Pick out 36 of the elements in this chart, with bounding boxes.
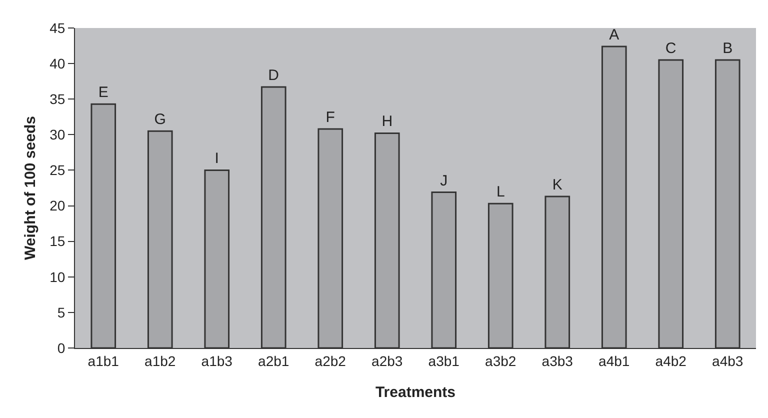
x-tick-label: a4b3 <box>712 352 744 369</box>
data-label: F <box>326 108 335 126</box>
x-tick-label: a1b3 <box>201 352 233 369</box>
y-tick-label: 15 <box>50 233 66 250</box>
data-label: J <box>440 172 448 190</box>
y-tick-label: 5 <box>57 304 66 320</box>
data-label: A <box>609 26 620 44</box>
x-tick-label: a3b2 <box>485 352 516 369</box>
data-label: L <box>496 184 505 201</box>
x-tick-label: a2b1 <box>258 352 290 369</box>
x-tick-label: a3b1 <box>428 352 460 369</box>
x-tick-label: a1b2 <box>144 352 176 369</box>
x-tick-label: a2b2 <box>314 352 346 369</box>
data-label: G <box>154 111 166 128</box>
data-label: D <box>268 67 280 84</box>
y-axis-title: Weight of 100 seeds <box>22 116 39 260</box>
data-label: B <box>722 40 733 57</box>
data-label: H <box>382 113 393 130</box>
y-tick-label: 45 <box>50 20 66 36</box>
data-label: E <box>98 84 108 102</box>
x-tick-label: a4b2 <box>655 352 687 369</box>
data-label: C <box>665 40 676 57</box>
data-label: I <box>214 150 219 168</box>
y-tick-label: 35 <box>50 91 66 108</box>
data-label: K <box>552 176 562 194</box>
y-tick-label: 10 <box>50 268 66 285</box>
x-tick-label: a2b3 <box>372 352 403 369</box>
x-tick-label: a3b3 <box>542 352 574 369</box>
y-tick-label: 30 <box>50 126 66 143</box>
y-tick-label: 40 <box>50 55 66 72</box>
y-tick-label: 0 <box>57 340 66 356</box>
y-tick-label: 25 <box>50 162 66 178</box>
x-tick-label: a1b1 <box>88 352 120 369</box>
x-axis-title: Treatments <box>375 384 456 401</box>
y-tick-label: 20 <box>50 198 66 214</box>
x-tick-label: a4b1 <box>598 352 630 369</box>
